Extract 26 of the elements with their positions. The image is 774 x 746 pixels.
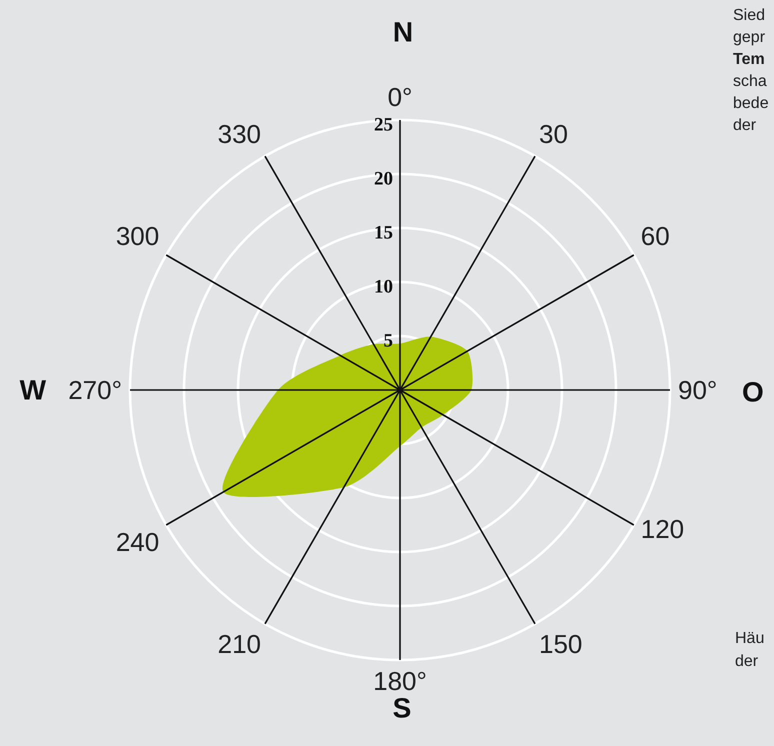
text: O [742,376,764,408]
y-tick-label: 15 [374,222,393,244]
spoke-label: 150 [539,628,582,659]
spoke-label: 270° [68,375,122,405]
y-tick-label: 10 [374,276,393,298]
text: Tem [733,51,765,68]
text: W [20,374,47,406]
text: gepr [733,29,766,46]
text: der [735,653,759,670]
text: bede [733,95,769,112]
text: N [392,16,414,48]
spoke-label: 330 [218,119,261,150]
spoke-label: 30 [539,119,568,150]
spoke-label: 120 [640,514,684,544]
y-tick-label: 20 [374,168,393,190]
spoke-label: 210 [218,628,261,659]
text: Sied [733,7,766,24]
spoke-label: 300 [116,221,160,251]
spoke-label: 90° [678,375,718,405]
text: der [733,117,757,134]
spoke-label: 60 [640,221,670,251]
spoke-label: 0° [388,82,412,112]
y-tick-label: 25 [374,114,393,136]
spoke-label: 240 [116,527,160,557]
text: Häu [735,630,764,647]
text: scha [733,73,767,90]
